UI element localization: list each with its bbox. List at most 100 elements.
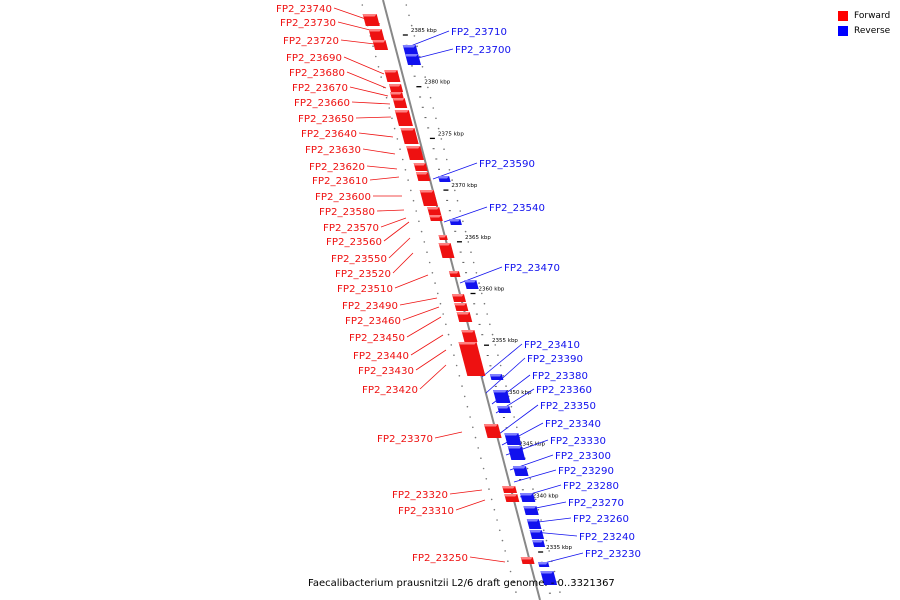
- forward-leader-line: [362, 148, 396, 155]
- forward-gene-label: FP2_23600: [315, 192, 371, 203]
- forward-gene-label: FP2_23490: [342, 301, 398, 312]
- forward-gene-label: FP2_23740: [276, 4, 332, 15]
- forward-leader-line: [415, 349, 447, 371]
- forward-gene-label: FP2_23690: [286, 53, 342, 64]
- forward-gene-label: FP2_23610: [312, 176, 368, 187]
- forward-gene-label: FP2_23730: [280, 18, 336, 29]
- reverse-gene: [526, 519, 542, 529]
- forward-gene: [454, 303, 469, 311]
- forward-leader-line: [469, 556, 506, 563]
- reverse-gene: [438, 176, 451, 182]
- reverse-gene: [532, 540, 546, 547]
- forward-gene: [458, 342, 486, 376]
- reverse-gene: [489, 374, 504, 380]
- reverse-leader-line: [481, 343, 523, 378]
- legend-swatch-forward: [838, 10, 848, 21]
- reverse-gene-label: FP2_23260: [573, 514, 629, 525]
- reverse-gene-label: FP2_23270: [568, 498, 624, 509]
- reverse-leader-line: [498, 404, 539, 435]
- forward-gene: [384, 70, 401, 82]
- reverse-gene: [405, 54, 422, 65]
- kbp-tick-label: 2345 kbp: [519, 442, 545, 448]
- reverse-gene-label: FP2_23410: [524, 340, 580, 351]
- forward-gene: [368, 29, 385, 40]
- forward-leader-line: [455, 499, 486, 511]
- forward-gene: [504, 494, 520, 502]
- forward-leader-line: [343, 56, 385, 75]
- reverse-gene-label: FP2_23230: [585, 549, 641, 560]
- forward-gene: [438, 243, 455, 258]
- reverse-gene-label: FP2_23700: [455, 45, 511, 56]
- forward-gene-label: FP2_23620: [309, 162, 365, 173]
- forward-gene: [390, 92, 404, 98]
- legend-item-reverse: Reverse: [838, 23, 890, 38]
- kbp-tick-label: 2375 kbp: [438, 131, 464, 137]
- reverse-leader-line: [543, 552, 584, 564]
- legend-item-forward: Forward: [838, 8, 890, 23]
- forward-leader-line: [449, 489, 483, 495]
- reverse-gene-label: FP2_23300: [555, 451, 611, 462]
- kbp-tick-label: 2385 kbp: [411, 28, 437, 34]
- forward-gene-label: FP2_23510: [337, 284, 393, 295]
- kbp-tick-label: 2365 kbp: [465, 235, 491, 241]
- forward-gene: [392, 98, 408, 108]
- reverse-gene: [504, 433, 522, 445]
- forward-leader-line: [349, 86, 389, 97]
- forward-gene-label: FP2_23670: [292, 83, 348, 94]
- forward-leader-line: [406, 316, 442, 338]
- forward-gene-label: FP2_23560: [326, 237, 382, 248]
- kbp-tick-label: 2355 kbp: [492, 338, 518, 344]
- reverse-gene: [523, 506, 539, 515]
- reverse-gene: [520, 493, 536, 502]
- kbp-tick: 2365 kbp: [456, 235, 491, 243]
- kbp-tick-label: 2370 kbp: [451, 183, 477, 189]
- reverse-gene-label: FP2_23240: [579, 532, 635, 543]
- legend: Forward Reverse: [838, 8, 890, 38]
- forward-gene: [419, 190, 438, 206]
- forward-leader-line: [392, 252, 414, 274]
- forward-gene-label: FP2_23370: [377, 434, 433, 445]
- reverse-gene-label: FP2_23350: [540, 401, 596, 412]
- reverse-gene-label: FP2_23340: [545, 419, 601, 430]
- forward-gene: [438, 235, 448, 240]
- forward-leader-line: [355, 116, 392, 119]
- reverse-gene-label: FP2_23280: [563, 481, 619, 492]
- forward-gene: [502, 486, 518, 493]
- forward-gene-label: FP2_23630: [305, 145, 361, 156]
- forward-leader-line: [434, 431, 463, 439]
- reverse-leader-line: [407, 30, 450, 48]
- legend-label-reverse: Reverse: [854, 25, 891, 36]
- kbp-tick-label: 2340 kbp: [533, 493, 559, 499]
- forward-gene-label: FP2_23520: [335, 269, 391, 280]
- reverse-gene: [449, 219, 462, 225]
- forward-gene: [406, 146, 424, 160]
- forward-gene: [427, 207, 442, 215]
- reverse-gene: [402, 45, 419, 55]
- forward-gene: [483, 424, 502, 438]
- reverse-gene: [538, 562, 550, 567]
- legend-swatch-reverse: [838, 25, 848, 36]
- forward-leader-line: [380, 217, 407, 228]
- forward-gene: [451, 294, 467, 302]
- reverse-leader-line: [485, 357, 526, 394]
- kbp-tick: 2355 kbp: [484, 338, 518, 346]
- forward-gene-label: FP2_23580: [319, 207, 375, 218]
- reverse-gene-label: FP2_23710: [451, 27, 507, 38]
- forward-gene: [448, 271, 461, 277]
- forward-gene: [413, 163, 428, 171]
- reverse-gene: [464, 280, 479, 289]
- forward-gene-label: FP2_23420: [362, 385, 418, 396]
- reverse-leader-line: [513, 469, 557, 483]
- forward-leader-line: [346, 71, 387, 89]
- forward-leader-line: [383, 221, 410, 242]
- forward-leader-line: [402, 306, 440, 321]
- forward-leader-line: [399, 297, 438, 306]
- reverse-gene: [507, 446, 526, 460]
- forward-gene-label: FP2_23720: [283, 36, 339, 47]
- forward-gene-label: FP2_23310: [398, 506, 454, 517]
- forward-gene: [429, 215, 443, 221]
- kbp-tick: 2380 kbp: [416, 80, 451, 88]
- reverse-gene-label: FP2_23290: [558, 466, 614, 477]
- forward-gene-label: FP2_23660: [294, 98, 350, 109]
- forward-leader-line: [351, 101, 391, 105]
